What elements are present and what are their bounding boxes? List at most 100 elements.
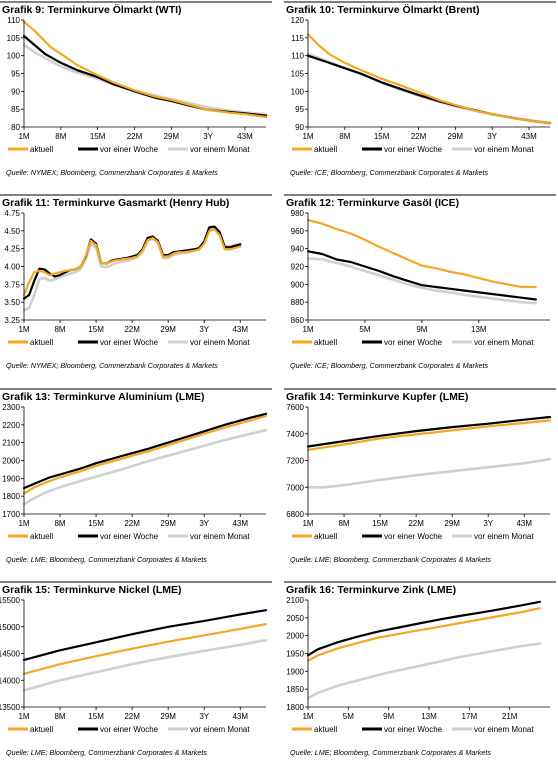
legend-label: aktuell	[30, 532, 53, 541]
chart-panel: Grafik 16: Terminkurve Zink (LME) 1800 185…	[284, 581, 556, 757]
x-tick-label: 43M	[232, 712, 248, 721]
y-tick-label: 110	[291, 52, 304, 61]
y-tick-label: 14500	[0, 650, 21, 659]
y-tick-label: 4.00	[4, 263, 20, 272]
series-line-vor-einem-monat	[22, 226, 242, 312]
x-tick-label: 22M	[124, 519, 140, 528]
y-tick-label: 85	[11, 105, 20, 114]
x-tick-label: 8M	[55, 132, 66, 141]
x-tick-label: 3Y	[483, 519, 493, 528]
series-line-aktuell	[22, 228, 242, 297]
chart-title-text: Terminkurve Gasmarkt (Henry Hub)	[53, 197, 230, 209]
series-line-vor-einer-woche	[306, 250, 537, 301]
y-tick-label: 7400	[286, 430, 304, 439]
chart-title-prefix: Grafik 10:	[286, 4, 337, 16]
chart-title-text: Terminkurve Gasöl (ICE)	[337, 197, 459, 209]
legend-label: aktuell	[30, 725, 53, 734]
legend-label: aktuell	[30, 145, 53, 154]
y-tick-label: 1850	[286, 685, 304, 694]
legend-label: vor einem Monat	[190, 338, 250, 347]
x-tick-label: 13M	[471, 325, 487, 334]
y-tick-label: 1800	[2, 492, 20, 501]
series-line-aktuell	[22, 623, 268, 675]
y-tick-label: 105	[291, 70, 305, 79]
y-tick-label: 3.25	[4, 316, 20, 325]
y-tick-label: 1700	[2, 510, 20, 519]
y-tick-label: 100	[7, 52, 21, 61]
series-line-aktuell	[306, 419, 552, 451]
series-line-vor-einem-monat	[306, 457, 552, 489]
y-tick-label: 2300	[2, 403, 20, 412]
y-tick-label: 13500	[0, 703, 21, 712]
x-tick-label: 15M	[90, 132, 106, 141]
series-line-aktuell	[22, 414, 268, 495]
y-tick-label: 860	[291, 316, 305, 325]
legend-label: vor einem Monat	[474, 338, 534, 347]
x-tick-label: 3Y	[199, 325, 209, 334]
source-note: Quelle: LME; Bloomberg, Commerzbank Corp…	[290, 555, 491, 564]
x-tick-label: 5M	[343, 712, 354, 721]
x-tick-label: 43M	[521, 132, 537, 141]
x-tick-label: 43M	[232, 325, 248, 334]
series-line-vor-einem-monat	[306, 642, 542, 700]
x-tick-label: 21M	[502, 712, 518, 721]
y-tick-label: 2050	[286, 614, 304, 623]
chart-panel: Grafik 13: Terminkurve Aluminium (LME) 17…	[0, 388, 272, 564]
x-tick-label: 29M	[448, 132, 464, 141]
y-tick-label: 900	[291, 280, 305, 289]
y-tick-label: 2100	[286, 596, 304, 605]
x-tick-label: 9M	[383, 712, 394, 721]
y-tick-label: 4.25	[4, 245, 20, 254]
legend-label: vor einem Monat	[190, 532, 250, 541]
chart-panel: Grafik 11: Terminkurve Gasmarkt (Henry H…	[0, 194, 272, 370]
y-tick-label: 4.50	[4, 227, 20, 236]
x-tick-label: 15M	[374, 132, 390, 141]
source-note: Quelle: NYMEX; Bloomberg, Commerzbank Co…	[6, 168, 218, 177]
x-tick-label: 15M	[88, 712, 104, 721]
y-tick-label: 1800	[286, 703, 304, 712]
x-tick-label: 43M	[232, 519, 248, 528]
y-tick-label: 90	[295, 123, 304, 132]
y-tick-label: 1950	[286, 650, 304, 659]
y-tick-label: 95	[11, 70, 20, 79]
series-line-aktuell	[306, 607, 541, 662]
legend-label: vor einem Monat	[474, 145, 534, 154]
series-line-vor-einem-monat	[22, 428, 268, 506]
chart-title-text: Terminkurve Ölmarkt (WTI)	[48, 3, 182, 16]
x-tick-label: 1M	[18, 132, 29, 141]
chart-title: Grafik 15: Terminkurve Nickel (LME)	[2, 584, 182, 596]
series-line-vor-einem-monat	[306, 257, 538, 305]
legend-label: vor einer Woche	[100, 725, 159, 734]
y-tick-label: 90	[11, 87, 20, 96]
source-note: Quelle: NYMEX; Bloomberg, Commerzbank Co…	[6, 361, 218, 370]
x-tick-label: 13M	[421, 712, 437, 721]
y-tick-label: 7600	[286, 403, 304, 412]
y-tick-label: 2200	[2, 421, 20, 430]
legend-label: vor einer Woche	[100, 532, 159, 541]
y-tick-label: 980	[291, 209, 305, 218]
y-tick-label: 115	[291, 34, 304, 43]
legend-label: vor einer Woche	[100, 338, 159, 347]
legend-label: aktuell	[314, 725, 337, 734]
series-line-vor-einer-woche	[306, 600, 541, 657]
legend-label: aktuell	[314, 145, 337, 154]
chart-panel: Grafik 14: Terminkurve Kupfer (LME) 6800 7…	[284, 388, 556, 564]
x-tick-label: 15M	[88, 519, 104, 528]
chart-panel: Grafik 12: Terminkurve Gasöl (ICE) 860 880…	[284, 194, 556, 370]
x-tick-label: 15M	[372, 519, 388, 528]
y-tick-label: 3.50	[4, 298, 20, 307]
x-tick-label: 1M	[302, 325, 313, 334]
legend-label: vor einer Woche	[384, 338, 443, 347]
chart-title-prefix: Grafik 13:	[2, 391, 53, 403]
y-tick-label: 95	[295, 105, 304, 114]
x-tick-label: 8M	[54, 325, 65, 334]
chart-title-text: Terminkurve Zink (LME)	[337, 584, 456, 596]
chart-title-prefix: Grafik 16:	[286, 584, 337, 596]
chart-title-text: Terminkurve Ölmarkt (Brent)	[337, 3, 479, 16]
x-tick-label: 8M	[54, 712, 65, 721]
series-line-aktuell	[22, 20, 268, 119]
x-tick-label: 3Y	[199, 712, 209, 721]
x-tick-label: 5M	[359, 325, 370, 334]
chart-title: Grafik 10: Terminkurve Ölmarkt (Brent)	[286, 3, 480, 16]
